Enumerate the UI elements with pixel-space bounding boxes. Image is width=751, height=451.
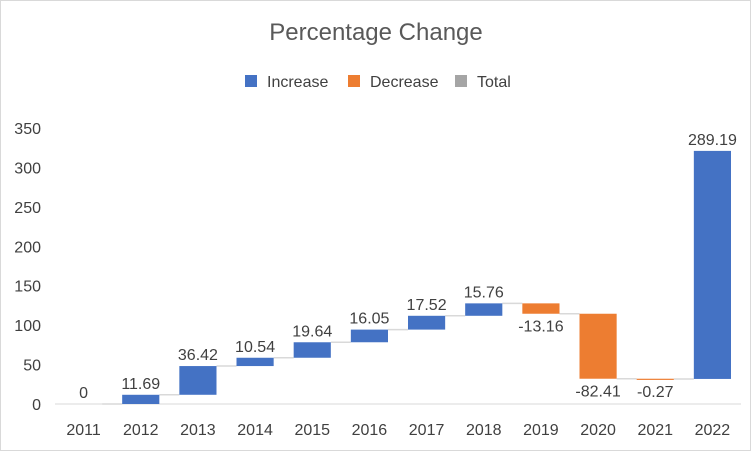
legend-swatch-increase: [245, 75, 257, 87]
x-tick-label: 2015: [294, 422, 330, 439]
data-label-2014: 10.54: [235, 339, 275, 356]
x-tick-label: 2018: [466, 422, 502, 439]
x-tick-label: 2014: [237, 422, 273, 439]
bar-2015: [293, 342, 331, 358]
y-tick-label: 350: [14, 121, 41, 138]
bar-2016: [350, 329, 388, 343]
data-label-2012: 11.69: [121, 376, 160, 393]
data-labels: 0 11.69 36.42 10.54 19.64 16.05 17.52 15.76 -13.…: [79, 132, 737, 402]
y-tick-label: 150: [14, 279, 41, 296]
x-tick-label: 2021: [637, 422, 673, 439]
data-label-2019: -13.16: [518, 319, 563, 336]
x-tick-label: 2017: [409, 422, 445, 439]
x-axis: 2011 2012 2013 2014 2015 2016 2017 2018 2019 2020…: [66, 422, 730, 439]
x-tick-label: 2019: [523, 422, 559, 439]
y-axis: 0 50 100 150 200 250 300 350: [14, 121, 41, 414]
data-label-2020: -82.41: [575, 384, 620, 401]
y-tick-label: 200: [14, 239, 41, 256]
legend: Increase Decrease Total: [245, 74, 511, 91]
data-label-2018: 15.76: [464, 284, 504, 301]
bars: [122, 150, 731, 404]
legend-label-increase: Increase: [267, 74, 328, 91]
x-tick-label: 2022: [695, 422, 731, 439]
x-tick-label: 2013: [180, 422, 216, 439]
legend-label-total: Total: [477, 74, 511, 91]
y-tick-label: 100: [14, 318, 41, 335]
bar-2021: [636, 378, 674, 380]
y-tick-label: 50: [23, 358, 41, 375]
data-label-2022: 289.19: [688, 132, 737, 149]
bar-2022: [693, 150, 731, 379]
bar-2017: [408, 315, 446, 330]
data-label-2011: 0: [79, 385, 88, 402]
bar-2013: [179, 366, 217, 395]
y-tick-label: 300: [14, 160, 41, 177]
bar-2018: [465, 303, 503, 316]
y-tick-label: 250: [14, 200, 41, 217]
y-tick-label: 0: [32, 397, 41, 414]
bar-2014: [236, 357, 274, 367]
x-tick-label: 2011: [66, 422, 101, 439]
bar-2019: [522, 303, 560, 314]
connector-lines: [102, 302, 694, 405]
x-tick-label: 2020: [580, 422, 616, 439]
data-label-2021: -0.27: [637, 384, 674, 401]
data-label-2013: 36.42: [178, 347, 218, 364]
legend-swatch-total: [455, 75, 467, 87]
chart-title: Percentage Change: [269, 19, 483, 46]
data-label-2015: 19.64: [292, 323, 332, 340]
data-label-2017: 17.52: [407, 297, 447, 314]
x-tick-label: 2012: [123, 422, 159, 439]
legend-swatch-decrease: [348, 75, 360, 87]
data-label-2016: 16.05: [349, 311, 389, 328]
bar-2020: [579, 313, 617, 379]
x-tick-label: 2016: [352, 422, 388, 439]
legend-label-decrease: Decrease: [370, 74, 439, 91]
bar-2012: [122, 394, 160, 404]
